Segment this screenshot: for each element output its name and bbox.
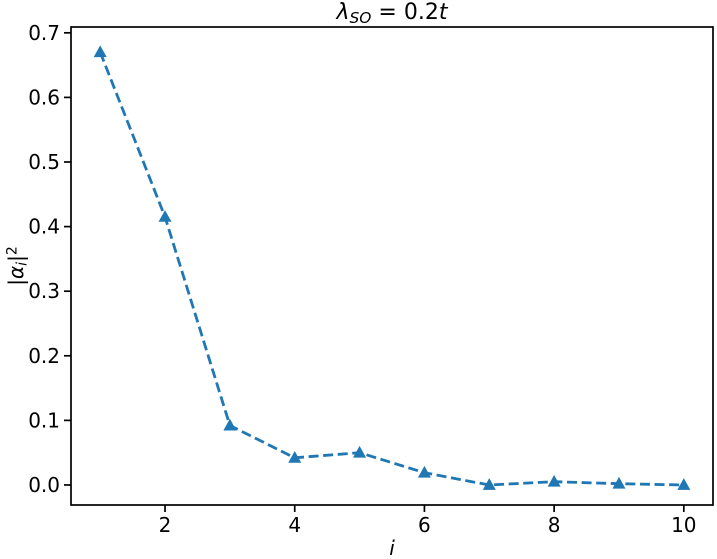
y-tick-label: 0.6: [28, 85, 60, 109]
y-tick-label: 0.0: [28, 473, 60, 497]
data-point-marker: [677, 478, 691, 490]
ylabel-index-subscript: i: [14, 261, 31, 266]
ylabel-bar-close: |: [4, 255, 28, 262]
ylabel-alpha-symbol: α: [4, 265, 28, 279]
ylabel-bar-open: |: [4, 279, 28, 286]
x-tick-label: 8: [548, 513, 561, 537]
data-point-marker: [223, 418, 237, 431]
title-equals-value: = 0.2: [371, 0, 439, 25]
data-point-marker: [353, 445, 367, 458]
y-tick-label: 0.1: [28, 408, 60, 432]
data-point-marker: [417, 465, 431, 478]
x-tick-label: 10: [671, 513, 696, 537]
x-tick-label: 4: [288, 513, 301, 537]
ylabel-exponent: 2: [4, 246, 21, 256]
x-tick-label: 2: [159, 513, 172, 537]
x-axis-label: i: [389, 536, 395, 559]
data-point-marker: [158, 210, 172, 222]
x-tick-label: 6: [418, 513, 431, 537]
y-tick-label: 0.4: [28, 215, 60, 239]
data-point-marker: [547, 474, 561, 487]
data-point-marker: [482, 478, 496, 490]
y-axis-label: |αi|2: [4, 226, 31, 306]
y-tick-label: 0.7: [28, 21, 60, 45]
y-tick-label: 0.5: [28, 150, 60, 174]
chart-title: λSO = 0.2t: [336, 0, 448, 27]
data-point-marker: [612, 476, 626, 489]
data-line: [98, 51, 684, 487]
y-tick-label: 0.3: [28, 279, 60, 303]
title-lambda-symbol: λ: [336, 0, 350, 25]
title-subscript: SO: [349, 8, 372, 27]
axes-frame: [70, 26, 714, 506]
data-point-marker: [93, 45, 107, 58]
y-tick-label: 0.2: [28, 344, 60, 368]
data-point-marker: [288, 451, 302, 463]
title-variable: t: [438, 0, 448, 25]
